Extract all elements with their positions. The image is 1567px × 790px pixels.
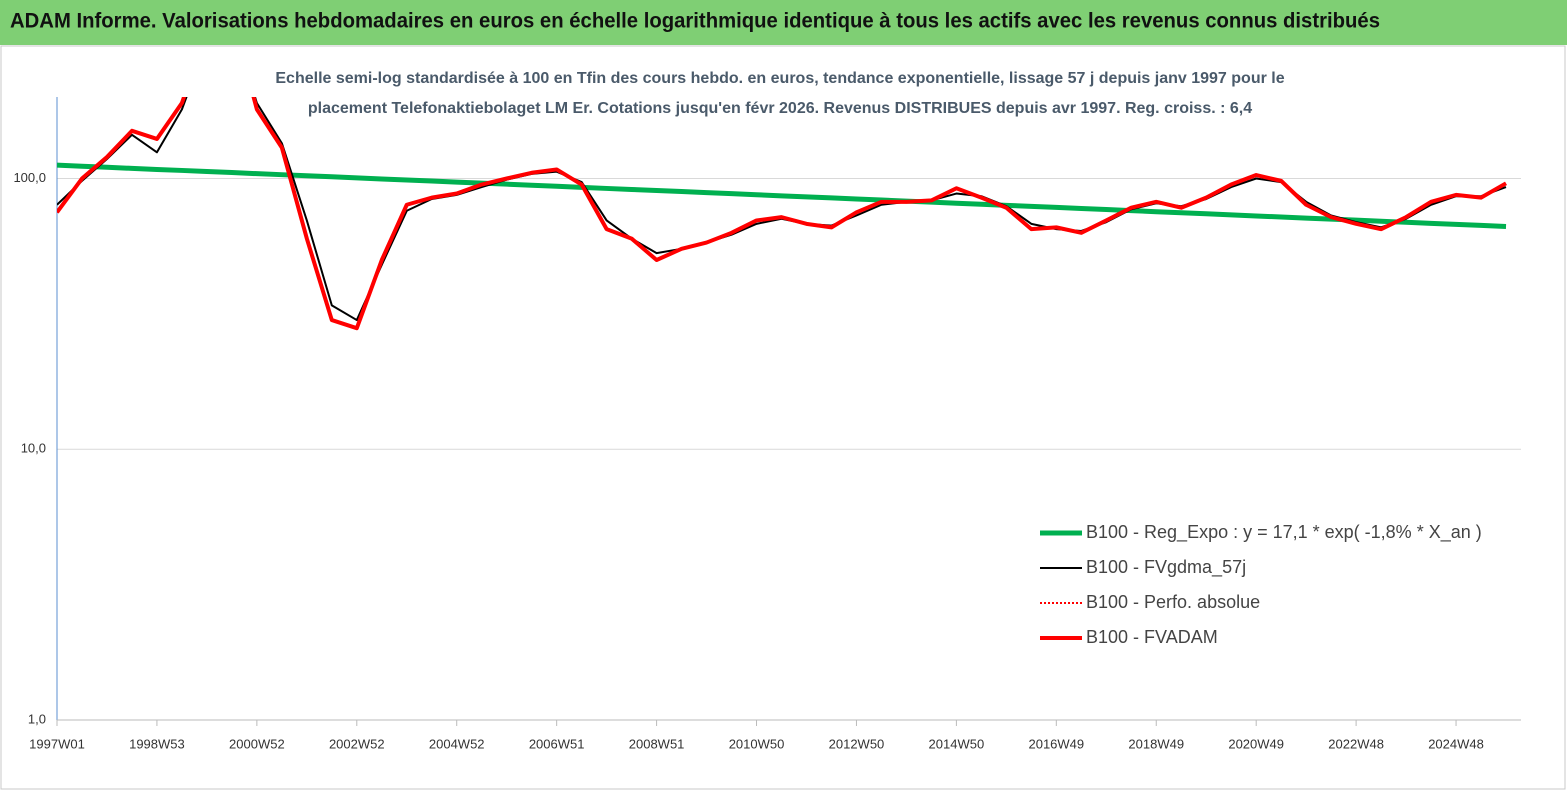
header-bar xyxy=(0,0,1567,45)
legend-label: B100 - FVgdma_57j xyxy=(1086,557,1246,578)
x-tick-label: 2004W52 xyxy=(429,736,485,751)
x-tick-label: 2000W52 xyxy=(229,736,285,751)
legend-label: B100 - Reg_Expo : y = 17,1 * exp( -1,8% … xyxy=(1086,522,1482,543)
x-tick-label: 2018W49 xyxy=(1128,736,1184,751)
legend-label: B100 - FVADAM xyxy=(1086,627,1218,647)
x-tick-label: 2014W50 xyxy=(929,736,985,751)
chart-title: ADAM Informe. Valorisations hebdomadaire… xyxy=(10,10,1380,33)
chart-subtitle: Echelle semi-log standardisée à 100 en T… xyxy=(275,70,1284,87)
x-tick-label: 1997W01 xyxy=(29,736,85,751)
chart-frame xyxy=(0,45,1566,790)
x-tick-label: 2020W49 xyxy=(1228,736,1284,751)
x-tick-label: 2022W48 xyxy=(1328,736,1384,751)
x-tick-label: 2008W51 xyxy=(629,736,685,751)
series-line xyxy=(57,97,1508,331)
x-tick-label: 1998W53 xyxy=(129,736,185,751)
series-line xyxy=(57,162,1507,229)
legend-label: B100 - Perfo. absolue xyxy=(1086,592,1260,612)
x-tick-label: 2002W52 xyxy=(329,736,385,751)
plot-area xyxy=(57,97,1508,331)
x-tick-label: 2006W51 xyxy=(529,736,585,751)
x-tick-label: 2012W50 xyxy=(829,736,885,751)
x-tick-label: 2024W48 xyxy=(1428,736,1484,751)
x-tick-label: 2016W49 xyxy=(1028,736,1084,751)
y-tick-label: 10,0 xyxy=(21,441,46,456)
y-tick-label: 1,0 xyxy=(28,711,46,726)
y-tick-label: 100,0 xyxy=(13,170,46,185)
chart-subtitle: placement Telefonaktiebolaget LM Er. Cot… xyxy=(308,100,1252,117)
x-tick-label: 2010W50 xyxy=(729,736,785,751)
